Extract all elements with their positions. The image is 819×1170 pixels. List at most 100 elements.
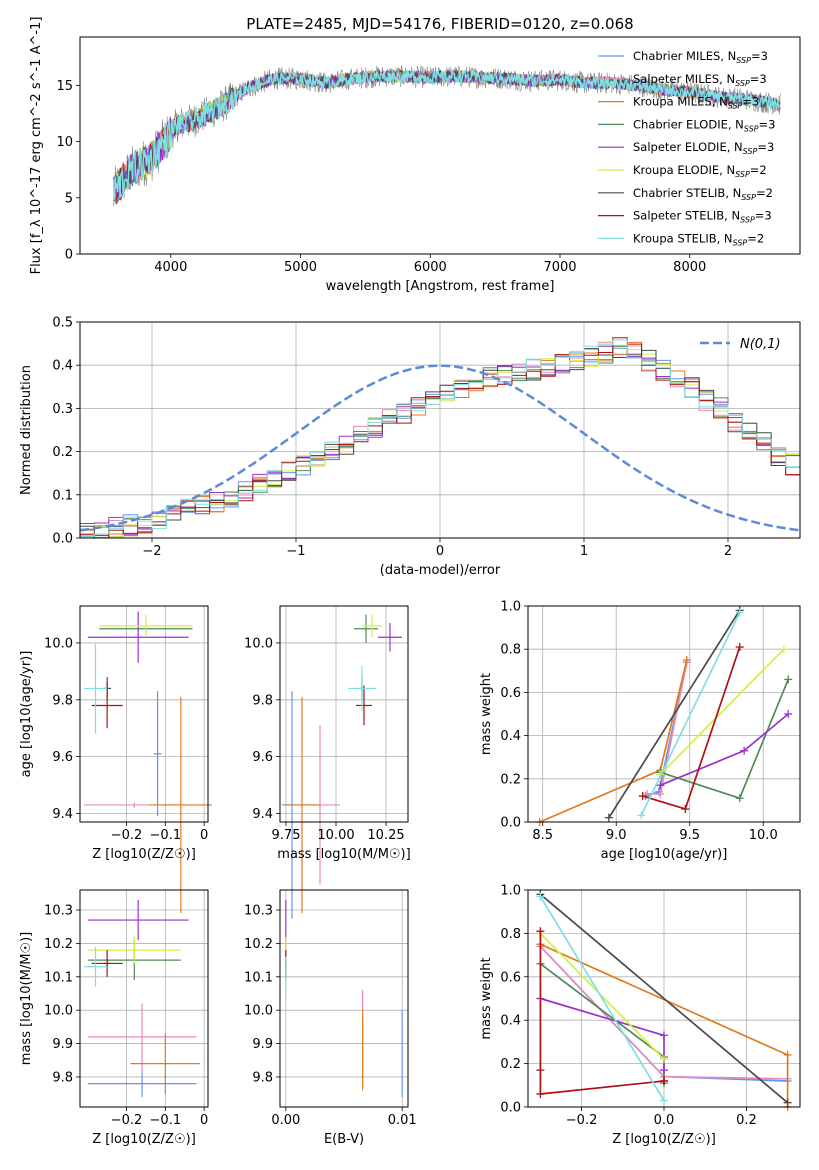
y-tick-label: 5 bbox=[65, 191, 73, 206]
mass-weight-line bbox=[540, 997, 665, 1071]
y-tick-label: 0.1 bbox=[52, 488, 73, 503]
y-tick-label: 0.8 bbox=[500, 643, 521, 658]
legend-subscript: SSP bbox=[735, 170, 750, 179]
y-tick-label: 9.9 bbox=[252, 1037, 273, 1052]
x-tick-label: −0.2 bbox=[111, 828, 143, 843]
legend-value: =3 bbox=[742, 95, 759, 109]
y-tick-label: 0.8 bbox=[500, 927, 521, 942]
mass-weight-line bbox=[640, 612, 741, 816]
model-spectrum-line bbox=[113, 68, 781, 201]
y-tick-label: 10.3 bbox=[44, 904, 73, 919]
x-tick-label: 0 bbox=[200, 1113, 208, 1128]
legend-value: =3 bbox=[751, 49, 768, 63]
x-tick-label: 0.2 bbox=[736, 1113, 757, 1128]
legend-label: Chabrier MILES, NSSP=3 bbox=[633, 49, 768, 65]
legend-label: N(0,1) bbox=[740, 337, 781, 352]
mass-weight-line bbox=[539, 963, 665, 1084]
y-tick-label: 1.0 bbox=[500, 884, 521, 899]
legend-value: =3 bbox=[759, 117, 776, 131]
mass-weight-line bbox=[659, 648, 785, 776]
x-tick-label: 0 bbox=[200, 828, 208, 843]
y-tick-label: 0.2 bbox=[500, 1057, 521, 1072]
y-tick-label: 9.4 bbox=[252, 807, 273, 822]
x-tick-label: 10.00 bbox=[317, 828, 354, 843]
y-tick-label: 0.2 bbox=[500, 772, 521, 787]
y-tick-label: 0.0 bbox=[52, 532, 73, 547]
legend-value: =3 bbox=[750, 72, 767, 86]
legend-subscript: SSP bbox=[743, 147, 758, 156]
x-tick-label: 8.5 bbox=[532, 828, 553, 843]
y-tick-label: 1.0 bbox=[500, 600, 521, 615]
legend-value: =3 bbox=[757, 140, 774, 154]
x-axis-label: Z [log10(Z/Z☉)] bbox=[92, 1132, 196, 1147]
x-axis-label: age [log10(age/yr)] bbox=[601, 847, 728, 862]
y-tick-label: 9.6 bbox=[52, 750, 73, 765]
x-tick-label: 0.0 bbox=[654, 1113, 675, 1128]
histogram-step-line bbox=[80, 347, 800, 538]
x-axis-label: Z [log10(Z/Z☉)] bbox=[612, 1132, 716, 1147]
legend-label: Chabrier STELIB, NSSP=2 bbox=[633, 186, 773, 202]
axes-frame bbox=[279, 889, 409, 1108]
y-tick-label: 10.2 bbox=[44, 937, 73, 952]
x-axis-label: wavelength [Angstrom, rest frame] bbox=[326, 279, 555, 294]
y-tick-label: 10.0 bbox=[244, 1004, 273, 1019]
x-axis-label: mass [log10(M/M☉)] bbox=[277, 847, 410, 862]
data-layer bbox=[80, 65, 800, 1111]
figure-title: PLATE=2485, MJD=54176, FIBERID=0120, z=0… bbox=[246, 15, 633, 33]
x-tick-label: 0 bbox=[436, 544, 444, 559]
axes-frame bbox=[79, 605, 209, 823]
y-axis-label: mass weight bbox=[479, 673, 494, 755]
legend-subscript: SSP bbox=[728, 102, 743, 111]
x-axis-label: Z [log10(Z/Z☉)] bbox=[92, 847, 196, 862]
x-tick-label: 8000 bbox=[673, 260, 706, 275]
y-tick-label: 15 bbox=[56, 79, 73, 94]
y-tick-label: 9.8 bbox=[52, 1070, 73, 1085]
mass-weight-line bbox=[539, 659, 688, 823]
y-tick-label: 9.4 bbox=[52, 807, 73, 822]
y-axis-label: age [log10(age/yr)] bbox=[19, 651, 34, 778]
x-tick-label: −2 bbox=[142, 544, 161, 559]
y-axis-label: mass weight bbox=[479, 957, 494, 1039]
x-axis-label: E(B-V) bbox=[324, 1132, 364, 1147]
x-tick-label: 5000 bbox=[284, 260, 317, 275]
y-tick-label: 0.4 bbox=[52, 359, 73, 374]
y-tick-label: 0.6 bbox=[500, 970, 521, 985]
legend-subscript: SSP bbox=[736, 56, 751, 65]
y-tick-label: 0.0 bbox=[500, 1101, 521, 1116]
y-tick-label: 10.3 bbox=[244, 904, 273, 919]
histogram-group bbox=[80, 337, 800, 538]
axes-frame bbox=[79, 36, 801, 255]
mass-weight-line bbox=[539, 893, 789, 1104]
axes-frame bbox=[79, 321, 801, 539]
legend-subscript: SSP bbox=[735, 79, 750, 88]
y-tick-label: 0.2 bbox=[52, 445, 73, 460]
y-axis-label: Flux [f_λ 10^-17 erg cm^-2 s^-1 A^-1] bbox=[29, 17, 44, 275]
x-tick-label: 4000 bbox=[154, 260, 187, 275]
axes-frame bbox=[527, 605, 801, 823]
mass-weight-line bbox=[539, 896, 665, 1101]
legend-value: =2 bbox=[750, 163, 767, 177]
x-tick-label: 7000 bbox=[543, 260, 576, 275]
normal-reference-curve bbox=[80, 364, 800, 532]
axes-frame bbox=[527, 889, 801, 1108]
x-tick-label: 0.00 bbox=[271, 1113, 300, 1128]
model-spectrum-line bbox=[113, 69, 781, 202]
x-tick-label: −0.1 bbox=[150, 1113, 182, 1128]
x-tick-label: −1 bbox=[286, 544, 305, 559]
x-tick-label: −0.2 bbox=[111, 1113, 143, 1128]
y-tick-label: 9.8 bbox=[252, 1070, 273, 1085]
x-tick-label: 1 bbox=[580, 544, 588, 559]
legend-subscript: SSP bbox=[740, 216, 755, 225]
x-tick-label: −0.1 bbox=[150, 828, 182, 843]
legend-subscript: SSP bbox=[733, 238, 748, 247]
x-tick-label: 9.0 bbox=[606, 828, 627, 843]
spectrum-group bbox=[113, 65, 781, 206]
y-tick-label: 0.4 bbox=[500, 1014, 521, 1029]
grid-layer bbox=[80, 321, 800, 1108]
y-tick-label: 0.6 bbox=[500, 686, 521, 701]
y-tick-label: 0.4 bbox=[500, 729, 521, 744]
y-tick-label: 9.6 bbox=[252, 750, 273, 765]
axes-frame bbox=[79, 889, 209, 1108]
